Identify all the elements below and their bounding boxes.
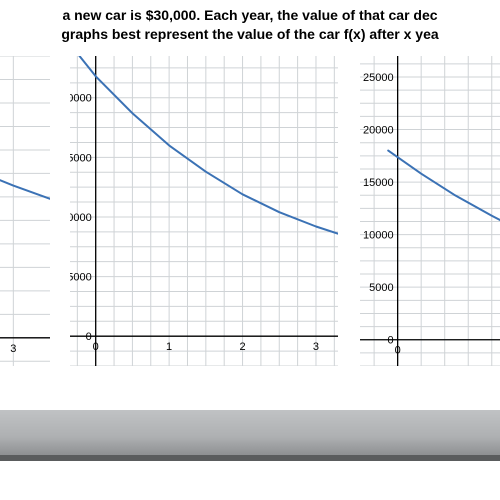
- svg-text:10000: 10000: [363, 229, 394, 241]
- svg-text:5000: 5000: [369, 282, 393, 294]
- svg-text:10000: 10000: [70, 212, 92, 224]
- svg-text:0: 0: [93, 341, 99, 353]
- svg-text:20000: 20000: [363, 124, 394, 136]
- svg-text:2: 2: [239, 341, 245, 353]
- question-line1: a new car is $30,000. Each year, the val…: [4, 6, 496, 25]
- svg-text:25000: 25000: [363, 72, 394, 84]
- chart-right-partial: 0 5000 10000 15000 20000 25000 0: [360, 56, 500, 366]
- svg-text:0: 0: [86, 331, 92, 343]
- svg-text:1: 1: [166, 341, 172, 353]
- chart-left-partial: 3: [0, 56, 50, 366]
- floor-white: [0, 461, 500, 500]
- presentation-floor: [0, 410, 500, 500]
- svg-text:0: 0: [388, 335, 394, 347]
- svg-text:20000: 20000: [70, 93, 92, 105]
- svg-text:0: 0: [395, 345, 401, 357]
- svg-text:5000: 5000: [70, 271, 92, 283]
- floor-gradient: [0, 410, 500, 455]
- svg-text:15000: 15000: [70, 152, 92, 164]
- svg-text:3: 3: [10, 343, 16, 355]
- svg-text:15000: 15000: [363, 177, 394, 189]
- question-text: a new car is $30,000. Each year, the val…: [0, 0, 500, 46]
- chart-center: 0 5000 10000 15000 20000 0 1 2 3: [70, 56, 338, 366]
- svg-text:3: 3: [313, 341, 319, 353]
- charts-band: 3 0 5000 10000 15000 20000 0 1 2 3 0 5000 10000 150…: [0, 56, 500, 376]
- question-line2: graphs best represent the value of the c…: [4, 25, 496, 44]
